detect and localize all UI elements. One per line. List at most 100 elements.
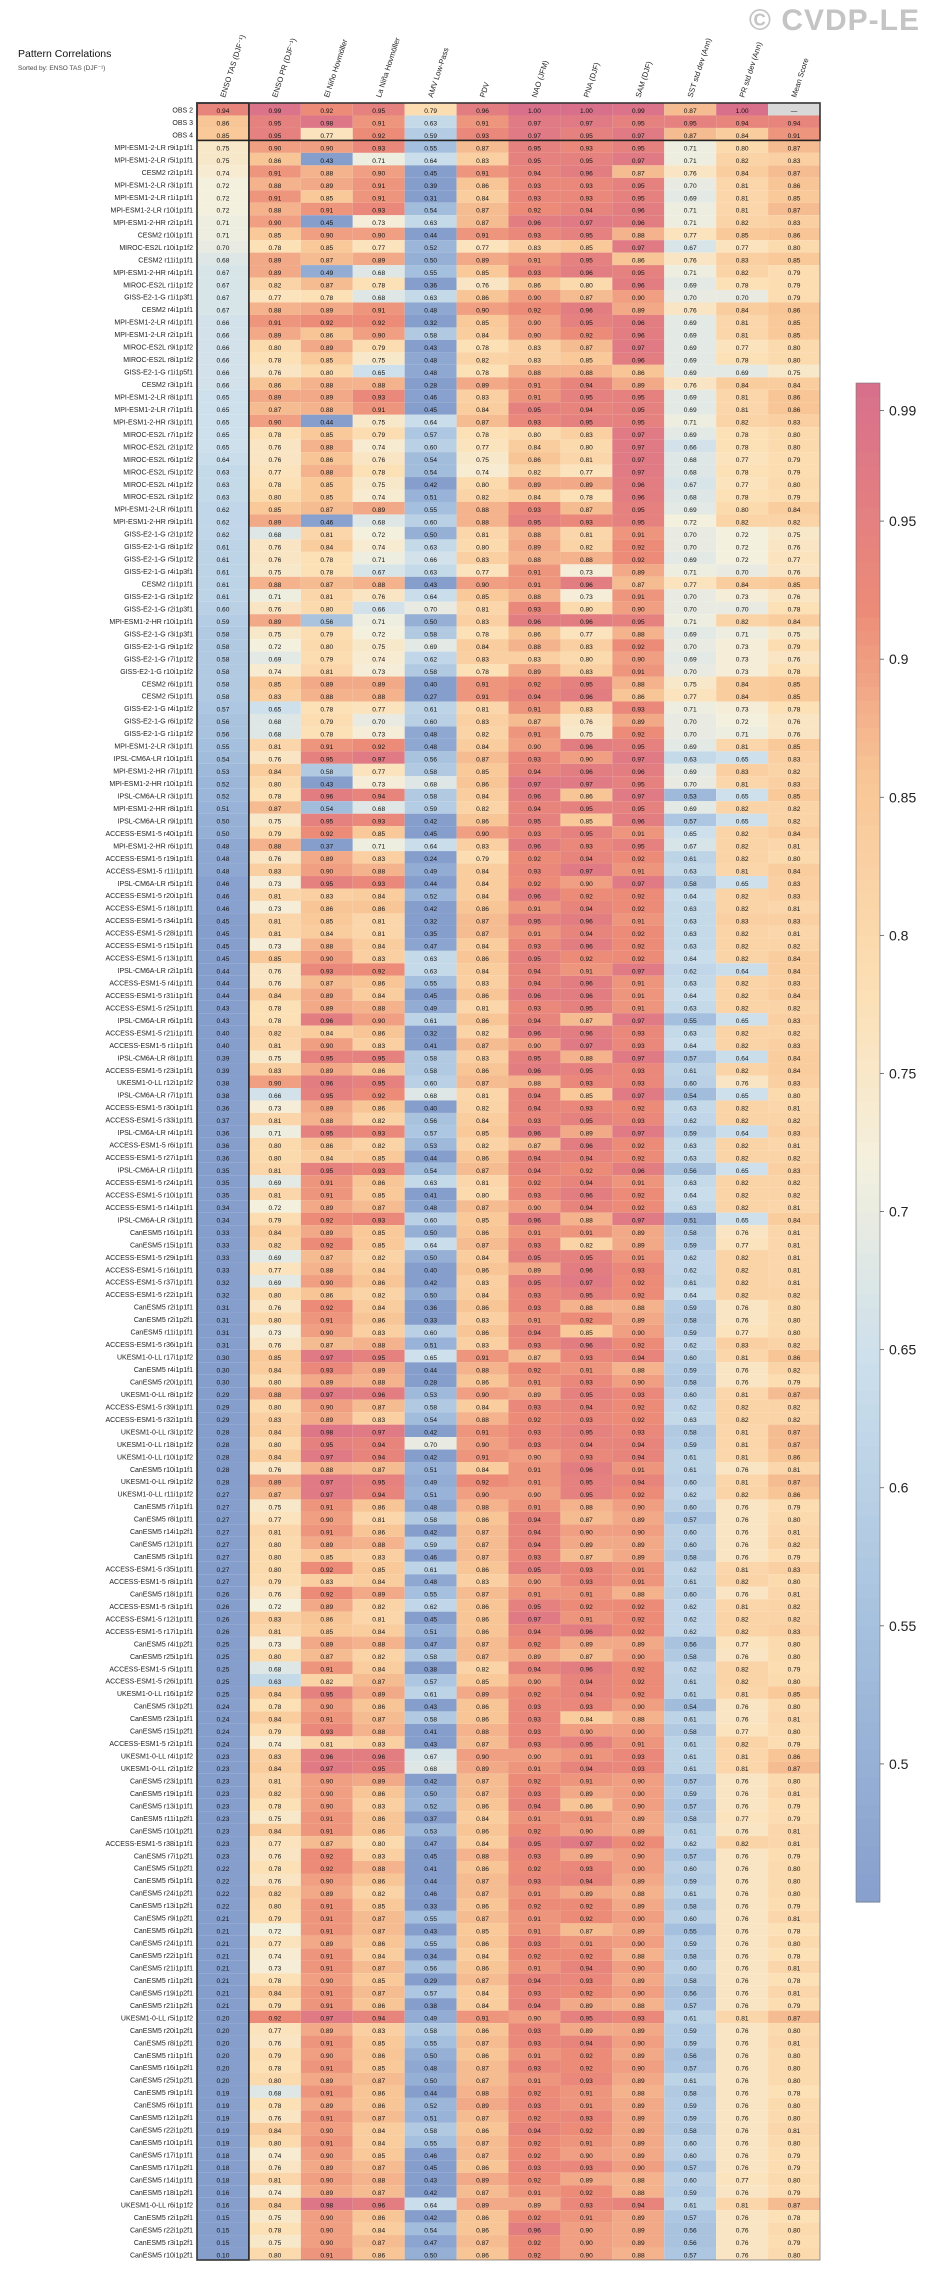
heatmap-cell xyxy=(352,427,405,440)
heatmap-cell xyxy=(300,1200,353,1213)
row-label: CanESM5 r25i1p2f1 xyxy=(130,2078,193,2085)
cell-value: 0.88 xyxy=(632,2253,645,2260)
heatmap-cell xyxy=(300,676,353,690)
heatmap-cell xyxy=(664,738,717,752)
cell-value: 0.72 xyxy=(268,1928,281,1935)
heatmap-cell xyxy=(560,639,613,652)
heatmap-cell xyxy=(248,863,301,877)
heatmap-cell xyxy=(664,564,717,577)
cell-value: 0.86 xyxy=(476,1903,489,1910)
cell-value: 0.76 xyxy=(372,457,385,464)
heatmap-cell xyxy=(612,788,665,802)
cell-value: 0.96 xyxy=(580,1667,593,1674)
cell-value: 0.69 xyxy=(684,806,697,813)
cell-value: 0.82 xyxy=(528,470,541,477)
heatmap-cell xyxy=(664,177,717,191)
heatmap-cell xyxy=(560,215,613,228)
cell-value: 0.87 xyxy=(476,1978,489,1985)
cell-value: 0.96 xyxy=(528,2228,541,2235)
cell-value: 0.64 xyxy=(424,2203,437,2210)
cell-value: 0.93 xyxy=(528,1305,541,1312)
heatmap-cell xyxy=(197,651,249,665)
heatmap-cell xyxy=(612,464,665,478)
cell-value: 0.41 xyxy=(424,1043,437,1050)
cell-value: 0.92 xyxy=(632,1667,645,1674)
cell-value: 0.91 xyxy=(788,133,801,140)
heatmap-cell xyxy=(197,876,249,889)
heatmap-cell xyxy=(664,589,717,602)
cell-value: 0.83 xyxy=(788,756,801,763)
heatmap-cell xyxy=(197,140,249,153)
cell-value: 0.80 xyxy=(788,2253,801,2260)
heatmap-cell xyxy=(508,414,561,428)
heatmap-cell xyxy=(300,1175,353,1188)
heatmap-cell xyxy=(456,389,509,403)
heatmap-cell xyxy=(197,377,249,390)
cell-value: 0.64 xyxy=(684,1043,697,1050)
cell-value: 0.92 xyxy=(320,1567,333,1574)
heatmap-cell xyxy=(456,1013,509,1026)
colorbar-segment xyxy=(856,1653,880,1668)
heatmap-cell xyxy=(612,1250,665,1263)
cell-value: 0.43 xyxy=(424,1928,437,1935)
cell-value: 0.93 xyxy=(528,270,541,277)
cell-value: 0.59 xyxy=(684,2103,697,2110)
cell-value: 0.21 xyxy=(217,1928,230,1935)
cell-value: 0.89 xyxy=(632,1517,645,1524)
cell-value: 0.93 xyxy=(372,819,385,826)
heatmap-cell xyxy=(197,763,249,777)
cell-value: 0.71 xyxy=(684,158,697,165)
heatmap-cell xyxy=(716,240,769,253)
heatmap-cell xyxy=(664,651,717,665)
cell-value: 0.85 xyxy=(372,1155,385,1162)
heatmap-cell xyxy=(612,713,665,727)
cell-value: 0.85 xyxy=(788,682,801,689)
cell-value: 0.89 xyxy=(632,1243,645,1250)
heatmap-cell xyxy=(197,1437,249,1450)
colorbar-segment xyxy=(856,1018,880,1033)
cell-value: 0.78 xyxy=(736,432,749,439)
heatmap-cell xyxy=(664,265,717,278)
cell-value: 0.90 xyxy=(632,1916,645,1923)
row-label: CanESM5 r17i1p1f1 xyxy=(130,2153,193,2160)
heatmap-cell xyxy=(300,689,353,702)
cell-value: 0.49 xyxy=(320,270,333,277)
heatmap-cell xyxy=(300,888,353,901)
cell-value: 0.92 xyxy=(580,1903,593,1910)
cell-value: 0.92 xyxy=(372,1093,385,1100)
cell-value: 0.61 xyxy=(217,544,230,551)
cell-value: 0.82 xyxy=(736,856,749,863)
cell-value: 0.82 xyxy=(736,1255,749,1262)
cell-value: 0.86 xyxy=(372,1816,385,1823)
heatmap-cell xyxy=(456,252,509,266)
cell-value: 0.28 xyxy=(217,1455,230,1462)
heatmap-cell xyxy=(352,1399,405,1413)
cell-value: 0.58 xyxy=(684,1978,697,1985)
cell-value: 0.76 xyxy=(736,1804,749,1811)
cell-value: 0.80 xyxy=(268,345,281,352)
row-label: ACCESS-ESM1-5 r35i1p1f1 xyxy=(105,1567,193,1574)
heatmap-cell xyxy=(664,115,717,128)
heatmap-cell xyxy=(612,1000,665,1014)
cell-value: 0.90 xyxy=(320,145,333,152)
heatmap-cell xyxy=(560,314,613,328)
row-label: CanESM5 r11i1p1f1 xyxy=(130,1330,193,1337)
cell-value: 0.76 xyxy=(736,1966,749,1973)
heatmap-cell xyxy=(456,427,509,440)
heatmap-cell xyxy=(456,551,509,565)
cell-value: 0.77 xyxy=(268,1268,281,1275)
cell-value: 0.76 xyxy=(736,1941,749,1948)
cell-value: 0.95 xyxy=(580,158,593,165)
heatmap-cell xyxy=(768,689,820,702)
cell-value: 0.96 xyxy=(580,943,593,950)
heatmap-cell xyxy=(404,152,457,166)
heatmap-cell xyxy=(612,863,665,877)
cell-value: 0.84 xyxy=(372,2228,385,2235)
heatmap-cell xyxy=(352,1150,405,1163)
cell-value: 0.65 xyxy=(736,881,749,888)
heatmap-cell xyxy=(664,215,717,228)
heatmap-cell xyxy=(560,1449,613,1463)
cell-value: 0.92 xyxy=(320,1592,333,1599)
heatmap-cell xyxy=(456,215,509,228)
cell-value: 0.94 xyxy=(580,1442,593,1449)
